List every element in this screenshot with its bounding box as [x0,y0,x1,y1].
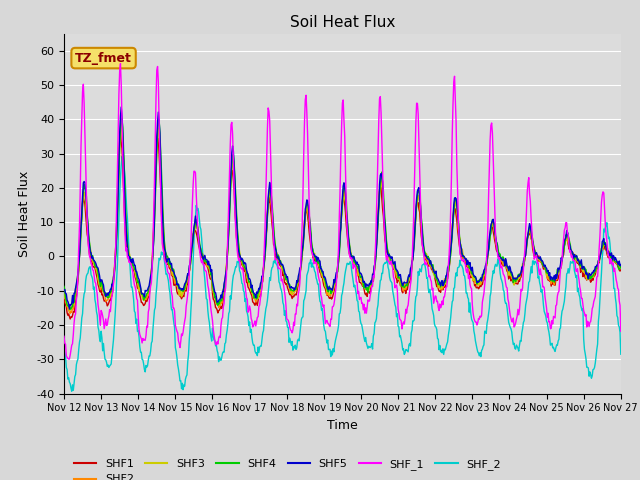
Line: SHF1: SHF1 [64,132,621,319]
SHF3 [117,122,125,128]
Title: Soil Heat Flux: Soil Heat Flux [290,15,395,30]
SHF_1 [617,328,625,334]
SHF4 [60,283,68,289]
SHF_1 [116,60,124,66]
Y-axis label: Soil Heat Flux: Soil Heat Flux [17,170,31,257]
SHF3 [208,272,216,278]
SHF_2 [208,338,216,344]
SHF_2 [568,260,575,265]
Line: SHF5: SHF5 [64,107,621,309]
SHF1 [445,270,452,276]
SHF_2 [118,154,126,159]
SHF3 [184,276,191,282]
SHF_2 [445,332,452,338]
SHF5 [617,262,625,267]
SHF3 [60,288,68,294]
SHF4 [118,115,126,121]
SHF3 [617,264,625,270]
SHF_1 [60,334,68,339]
SHF2 [184,277,191,283]
SHF5 [60,287,68,292]
SHF3 [445,267,452,273]
Line: SHF_2: SHF_2 [64,156,621,391]
SHF_1 [568,254,575,260]
SHF5 [335,247,343,253]
SHF2 [445,268,452,274]
SHF2 [60,292,68,298]
SHF_1 [184,291,191,297]
SHF1 [67,316,74,322]
SHF_1 [208,312,216,318]
SHF2 [117,120,125,126]
SHF1 [60,294,68,300]
SHF_2 [68,388,76,394]
SHF4 [568,251,575,256]
SHF2 [617,264,625,269]
SHF5 [568,248,575,254]
SHF5 [208,267,216,273]
SHF2 [67,311,74,316]
SHF_2 [335,311,343,317]
SHF5 [445,263,452,269]
SHF1 [390,266,397,272]
SHF1 [208,277,216,283]
SHF3 [335,246,343,252]
Line: SHF4: SHF4 [64,118,621,309]
SHF_2 [184,359,191,365]
SHF2 [335,245,343,251]
SHF4 [208,270,216,276]
Line: SHF2: SHF2 [64,123,621,313]
SHF_2 [60,347,68,353]
SHF1 [617,267,625,273]
SHF5 [390,261,397,267]
Legend: SHF1, SHF2, SHF3, SHF4, SHF5, SHF_1, SHF_2: SHF1, SHF2, SHF3, SHF4, SHF5, SHF_1, SHF… [70,455,506,480]
X-axis label: Time: Time [327,419,358,432]
SHF4 [617,264,625,269]
SHF5 [184,271,191,276]
Text: TZ_fmet: TZ_fmet [75,51,132,65]
SHF1 [116,129,124,134]
SHF2 [568,247,575,253]
SHF5 [117,104,125,110]
SHF3 [65,308,73,313]
SHF4 [445,269,452,275]
SHF3 [568,251,575,256]
SHF1 [184,281,191,287]
SHF4 [335,252,343,257]
SHF2 [208,275,216,280]
SHF3 [390,264,397,269]
SHF4 [184,271,191,277]
SHF2 [390,265,397,271]
SHF1 [335,246,343,252]
SHF_2 [390,292,397,298]
SHF5 [65,306,73,312]
SHF_1 [445,263,452,268]
SHF_1 [390,274,397,280]
Line: SHF3: SHF3 [64,125,621,311]
SHF1 [568,251,575,257]
SHF_1 [335,214,343,219]
SHF4 [67,306,75,312]
SHF_1 [65,356,72,362]
SHF4 [390,261,397,266]
Line: SHF_1: SHF_1 [64,63,621,359]
SHF_2 [617,351,625,357]
